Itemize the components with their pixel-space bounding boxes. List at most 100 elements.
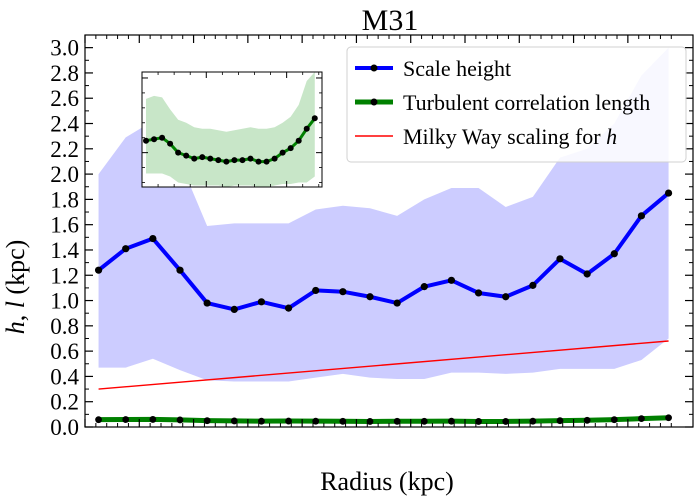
y-tick-label: 0.6 (50, 339, 79, 364)
scale-height-point (529, 281, 537, 289)
y-tick-label: 0.0 (50, 415, 79, 440)
inset-point (167, 140, 174, 147)
scale-height-point (610, 250, 618, 258)
scale-height-point (257, 298, 266, 306)
inset-point (231, 157, 238, 164)
legend-swatch-scale-height-marker (370, 64, 378, 72)
y-tick-label: 1.2 (50, 263, 79, 288)
milky-way-line (98, 340, 669, 390)
scale-height-point (284, 304, 293, 312)
scale-height-point (366, 293, 374, 301)
inset-plot (141, 71, 323, 188)
inset-point (295, 137, 302, 144)
y-tick-label: 1.6 (50, 213, 79, 238)
inset-point (215, 157, 222, 164)
chart-title: M31 (362, 4, 419, 37)
legend-label-milky-way: Milky Way scaling for h (403, 124, 617, 149)
scale-height-point (122, 245, 130, 253)
inset-point (151, 136, 158, 143)
scale-height-point (393, 299, 401, 307)
correlation-length-point (176, 416, 184, 424)
y-tick-label: 0.4 (50, 364, 79, 389)
scale-height-point (312, 286, 320, 295)
y-tick-label: 2.4 (50, 112, 79, 137)
correlation-length-point (556, 417, 564, 425)
correlation-length-point (122, 416, 130, 423)
legend-label-correlation-length: Turbulent correlation length (403, 90, 650, 115)
legend: Scale height Turbulent correlation length… (346, 46, 687, 163)
scale-height-point (94, 266, 103, 274)
y-tick-label: 2.6 (50, 86, 79, 111)
y-axis-label: h, l (kpc) (1, 240, 30, 335)
legend-swatch-correlation-length-marker (370, 98, 378, 106)
scale-height-point (664, 189, 673, 197)
correlation-length-point (448, 417, 455, 425)
inset-point (263, 158, 270, 165)
inset-point (255, 158, 262, 165)
correlation-length-point (529, 417, 537, 425)
inset-point (223, 158, 230, 165)
scale-height-point (447, 276, 456, 284)
inset-point (247, 155, 254, 162)
y-tick-label: 2.8 (50, 61, 79, 86)
y-tick-label: 0.8 (50, 314, 79, 339)
correlation-length-point (339, 417, 347, 425)
scale-height-point (420, 283, 428, 291)
correlation-length-point (420, 417, 428, 425)
inset-point (279, 149, 286, 156)
correlation-length-point (230, 417, 238, 425)
correlation-length-point (502, 418, 510, 425)
scale-height-band (98, 47, 669, 382)
y-tick-label: 1.8 (50, 187, 79, 212)
scale-height-point (149, 234, 157, 243)
inset-point (143, 137, 150, 144)
correlation-length-line (98, 415, 669, 424)
correlation-length-point (583, 416, 591, 424)
scale-height-point (203, 299, 211, 307)
correlation-length-point (638, 415, 645, 423)
scale-height-point (556, 255, 564, 263)
inset-point (207, 155, 214, 162)
x-axis-label: Radius (kpc) (320, 467, 454, 496)
correlation-length-point (95, 416, 102, 424)
inset-point (311, 115, 318, 122)
y-tick-label: 0.2 (50, 390, 79, 415)
inset-point (303, 125, 310, 132)
inset-point (159, 134, 166, 141)
inset-point (175, 149, 182, 156)
correlation-length-point (610, 416, 618, 424)
inset-point (287, 145, 294, 152)
plot-area: 0.00.20.40.60.81.01.21.41.61.82.02.22.42… (50, 34, 694, 440)
y-tick-label: 3.0 (50, 36, 79, 61)
correlation-length-point (149, 416, 157, 423)
y-tick-label: 1.0 (50, 289, 79, 314)
scale-height-point (230, 305, 238, 313)
correlation-length-point (258, 417, 265, 425)
scale-height-point (176, 266, 184, 274)
scale-height-line (97, 191, 670, 312)
correlation-length-point (203, 417, 211, 425)
legend-box (346, 46, 687, 163)
inset-point (191, 155, 198, 162)
scale-height-point (474, 289, 483, 297)
correlation-length-point (312, 417, 320, 425)
legend-label-scale-height: Scale height (403, 56, 511, 81)
correlation-length-point (393, 417, 401, 425)
correlation-length-point (366, 418, 374, 425)
scale-height-point (583, 270, 591, 278)
inset-line (145, 117, 316, 164)
inset-point (271, 155, 278, 162)
y-tick-label: 1.4 (50, 238, 79, 263)
correlation-length-point (665, 414, 672, 422)
scale-height-point (339, 288, 347, 296)
y-tick-label: 2.2 (50, 137, 79, 162)
correlation-length-point (285, 417, 292, 425)
inset-frame (141, 71, 323, 188)
scale-height-point (637, 212, 646, 220)
inset-point (239, 157, 246, 164)
correlation-length-point (475, 418, 482, 425)
inset-point (199, 154, 206, 161)
y-tick-label: 2.0 (50, 162, 79, 187)
inset-point (183, 152, 190, 159)
